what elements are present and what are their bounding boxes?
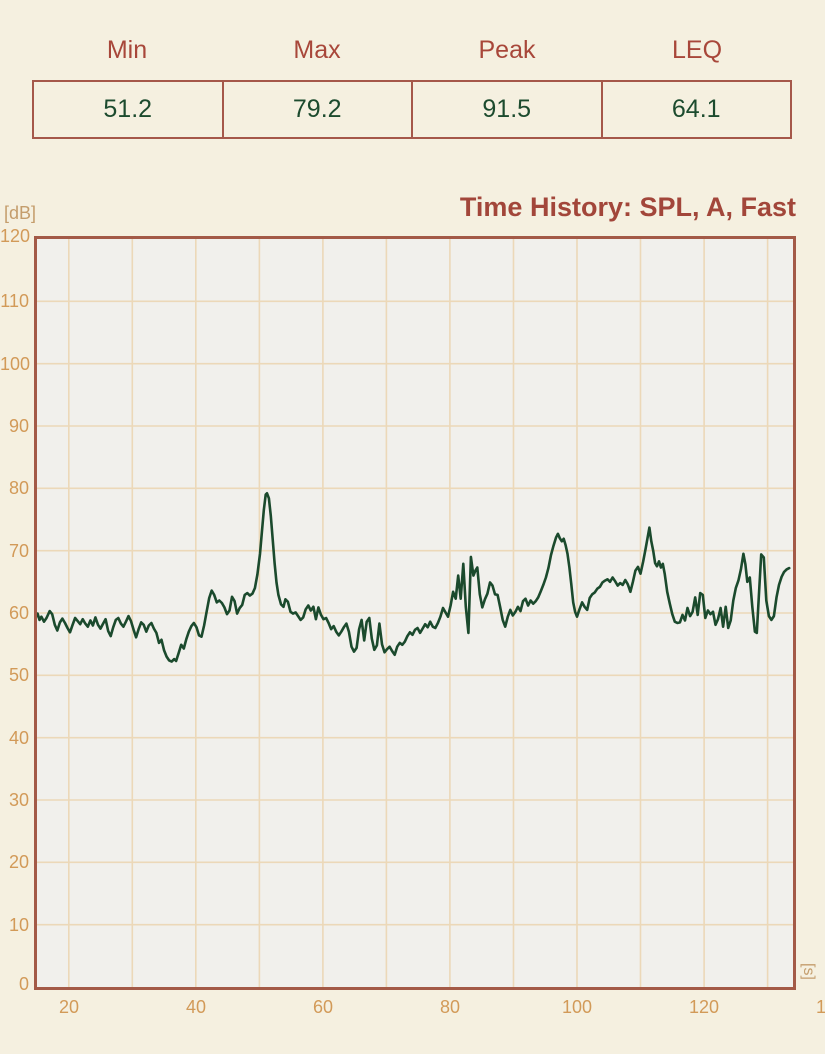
y-tick-label: 0	[18, 974, 29, 994]
y-tick-label: 60	[8, 603, 29, 623]
stats-header-row: Min Max Peak LEQ	[32, 33, 792, 67]
stat-header-max: Max	[293, 36, 341, 64]
stat-value-min: 51.2	[103, 95, 153, 123]
x-tick-label: 80	[439, 997, 461, 1017]
gridlines	[37, 239, 793, 987]
x-tick-label: 100	[561, 997, 593, 1017]
chart-plot	[34, 236, 796, 990]
y-tick-label: 80	[8, 478, 29, 498]
x-tick-label: 20	[58, 997, 80, 1017]
stats-table: 51.2 79.2 91.5 64.1	[32, 80, 792, 139]
y-tick-label: 110	[0, 291, 29, 311]
x-tick-label: 60	[312, 997, 334, 1017]
x-tick-label: 140	[815, 997, 825, 1017]
stat-header-leq: LEQ	[671, 36, 723, 64]
y-tick-label: 30	[8, 790, 29, 810]
stat-value-peak: 91.5	[411, 82, 601, 137]
stat-header-min: Min	[106, 36, 148, 64]
chart-title: Time History: SPL, A, Fast	[459, 192, 796, 222]
x-tick-label: 40	[185, 997, 207, 1017]
stat-header-peak: Peak	[478, 36, 536, 64]
y-tick-label: 50	[8, 665, 29, 685]
chart-svg	[37, 239, 793, 987]
stat-value-leq: 64.1	[600, 82, 791, 137]
y-tick-label: 100	[0, 354, 31, 374]
y-tick-label: 120	[0, 226, 31, 246]
spl-line	[37, 492, 791, 663]
y-tick-label: 40	[8, 728, 29, 748]
y-axis-unit-label: [dB]	[4, 203, 37, 223]
x-tick-label: 120	[688, 997, 720, 1017]
stat-value-max: 79.2	[221, 82, 412, 137]
y-tick-label: 70	[8, 541, 29, 561]
y-tick-label: 20	[8, 852, 29, 872]
y-tick-label: 10	[8, 915, 29, 935]
x-axis-unit-label: [s]	[800, 963, 817, 980]
y-tick-label: 90	[8, 416, 29, 436]
